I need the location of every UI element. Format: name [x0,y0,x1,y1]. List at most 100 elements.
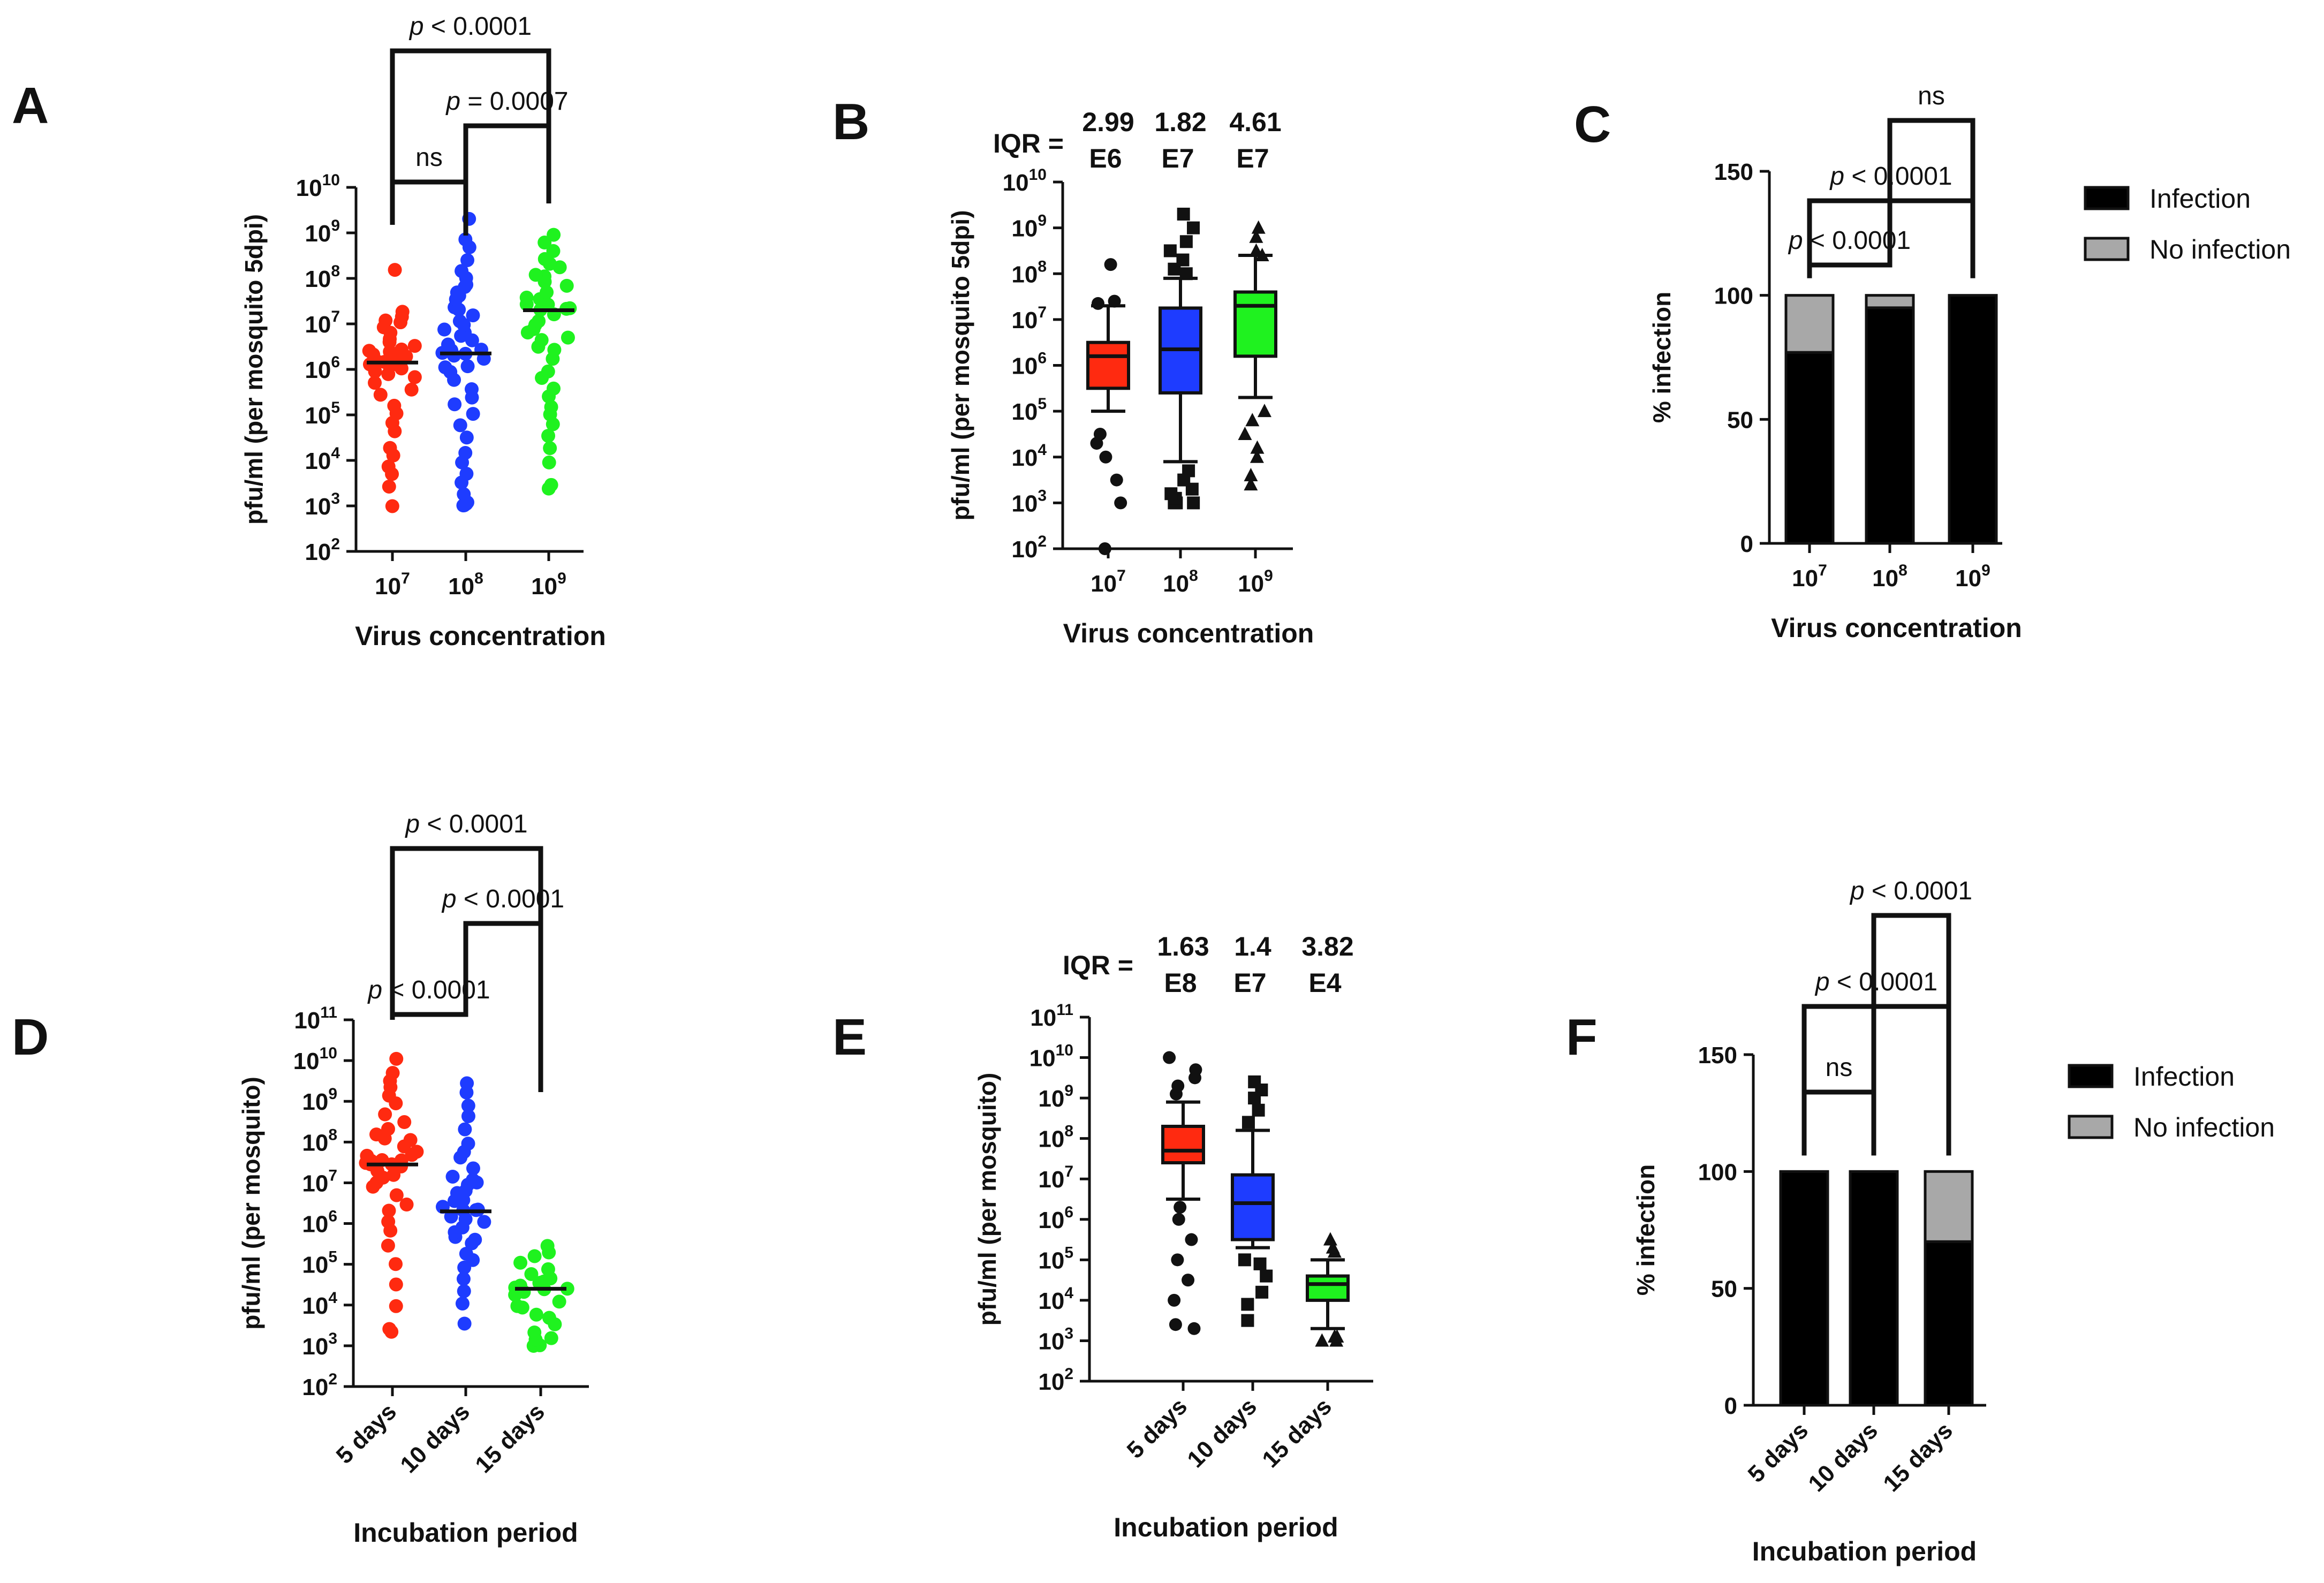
outlier-point [1248,1075,1261,1088]
significance-text: ns [415,143,443,172]
data-point [389,1188,404,1202]
significance-label: ns [415,143,443,172]
bar-segment [1865,294,1915,309]
iqr-value: 1.63 [1157,931,1209,961]
outlier-point [1164,487,1178,501]
data-point [395,305,410,319]
data-point [457,1316,472,1331]
significance-bracket [1807,161,1892,278]
y-tick-base: 10 [1011,216,1038,242]
y-tick-exponent: 3 [1038,487,1047,504]
data-point [399,1198,414,1212]
data-point [373,388,388,402]
data-point [382,1203,396,1218]
data-point [461,1137,475,1151]
y-tick-label: 109 [1038,1082,1073,1112]
data-point [397,1115,412,1130]
y-tick-exponent: 10 [1029,166,1047,184]
y-tick-label: 103 [1011,487,1047,517]
y-tick-exponent: 11 [1056,1001,1073,1019]
significance-bracket [390,179,468,236]
x-axis-title: Virus concentration [355,621,606,651]
outlier-point [1260,1269,1273,1283]
data-point [445,1169,460,1184]
data-point [460,253,475,267]
x-tick-label: 10 days [395,1398,475,1478]
y-tick-label: 103 [305,490,340,520]
panel-letter-e: E [832,1009,867,1066]
iqr-unit: E7 [1161,143,1194,173]
outlier-point [1323,1232,1337,1246]
significance-label: p < 0.0001 [404,810,527,838]
x-tick-base: 10 [1163,571,1189,597]
iqr-value: 4.61 [1229,107,1281,137]
significance-label: p < 0.0001 [1829,162,1952,191]
iqr-value: 1.82 [1154,107,1206,137]
outlier-point [1163,1051,1176,1064]
data-point [458,232,473,247]
data-point [407,370,422,384]
data-point [455,1296,470,1311]
y-tick-exponent: 5 [328,1248,337,1266]
outlier-point [1252,1103,1265,1117]
outlier-point [1330,1329,1344,1343]
x-tick-label: 107 [1091,567,1126,597]
outlier-point [1249,229,1263,243]
outlier-point [1104,258,1117,271]
data-point [540,1239,555,1253]
data-point [510,1299,525,1313]
iqr-box [1161,1125,1205,1164]
outlier-point [1255,1285,1269,1299]
y-tick-label: 108 [305,262,340,292]
data-point [547,343,562,357]
data-point [519,290,534,305]
data-point [389,1299,403,1313]
y-tick-exponent: 6 [1064,1203,1073,1221]
outlier-point [1179,235,1193,248]
x-tick-base: 10 [1238,571,1264,597]
x-tick-exponent: 8 [1189,567,1198,585]
data-point [459,467,474,481]
data-point [560,1282,574,1296]
x-tick-base: 10 [531,573,557,600]
y-tick-exponent: 2 [1064,1365,1073,1383]
x-axis-title: Incubation period [1114,1512,1338,1542]
data-point [529,1307,543,1322]
y-tick-label: 50 [1727,407,1753,433]
data-point [534,333,549,347]
y-tick-label: 107 [1011,304,1047,334]
significance-label: p < 0.0001 [408,12,532,41]
y-tick-exponent: 2 [328,1370,337,1388]
iqr-label: IQR = [993,128,1064,158]
y-tick-label: 109 [302,1085,337,1115]
data-point [542,1311,556,1325]
iqr-unit: E7 [1233,968,1266,998]
panel-letter-c: C [1574,96,1611,153]
outlier-point [1171,1079,1185,1093]
x-tick-label: 108 [448,570,483,600]
data-point [368,376,382,390]
outlier-point [1172,1213,1185,1226]
x-tick-label: 10 days [1803,1417,1883,1497]
y-tick-exponent: 4 [1064,1284,1073,1302]
significance-bracket [390,998,468,1020]
y-tick-label: 107 [305,308,340,338]
data-point [468,1232,482,1247]
outlier-point [1108,294,1121,308]
data-point [466,1172,480,1187]
x-tick-label: 5 days [1743,1417,1814,1488]
data-point [543,441,557,456]
y-tick-base: 10 [1038,1369,1064,1395]
y-tick-label: 0 [1740,531,1753,557]
y-tick-label: 104 [302,1289,337,1319]
x-tick-base: 10 [1792,565,1818,592]
data-point [457,487,471,502]
significance-p-symbol: p [1849,877,1865,905]
y-tick-exponent: 8 [1064,1123,1073,1140]
y-tick-base: 10 [302,1130,328,1156]
y-tick-base: 10 [1038,1126,1064,1153]
y-tick-exponent: 6 [1038,350,1047,367]
y-tick-label: 50 [1711,1276,1737,1302]
